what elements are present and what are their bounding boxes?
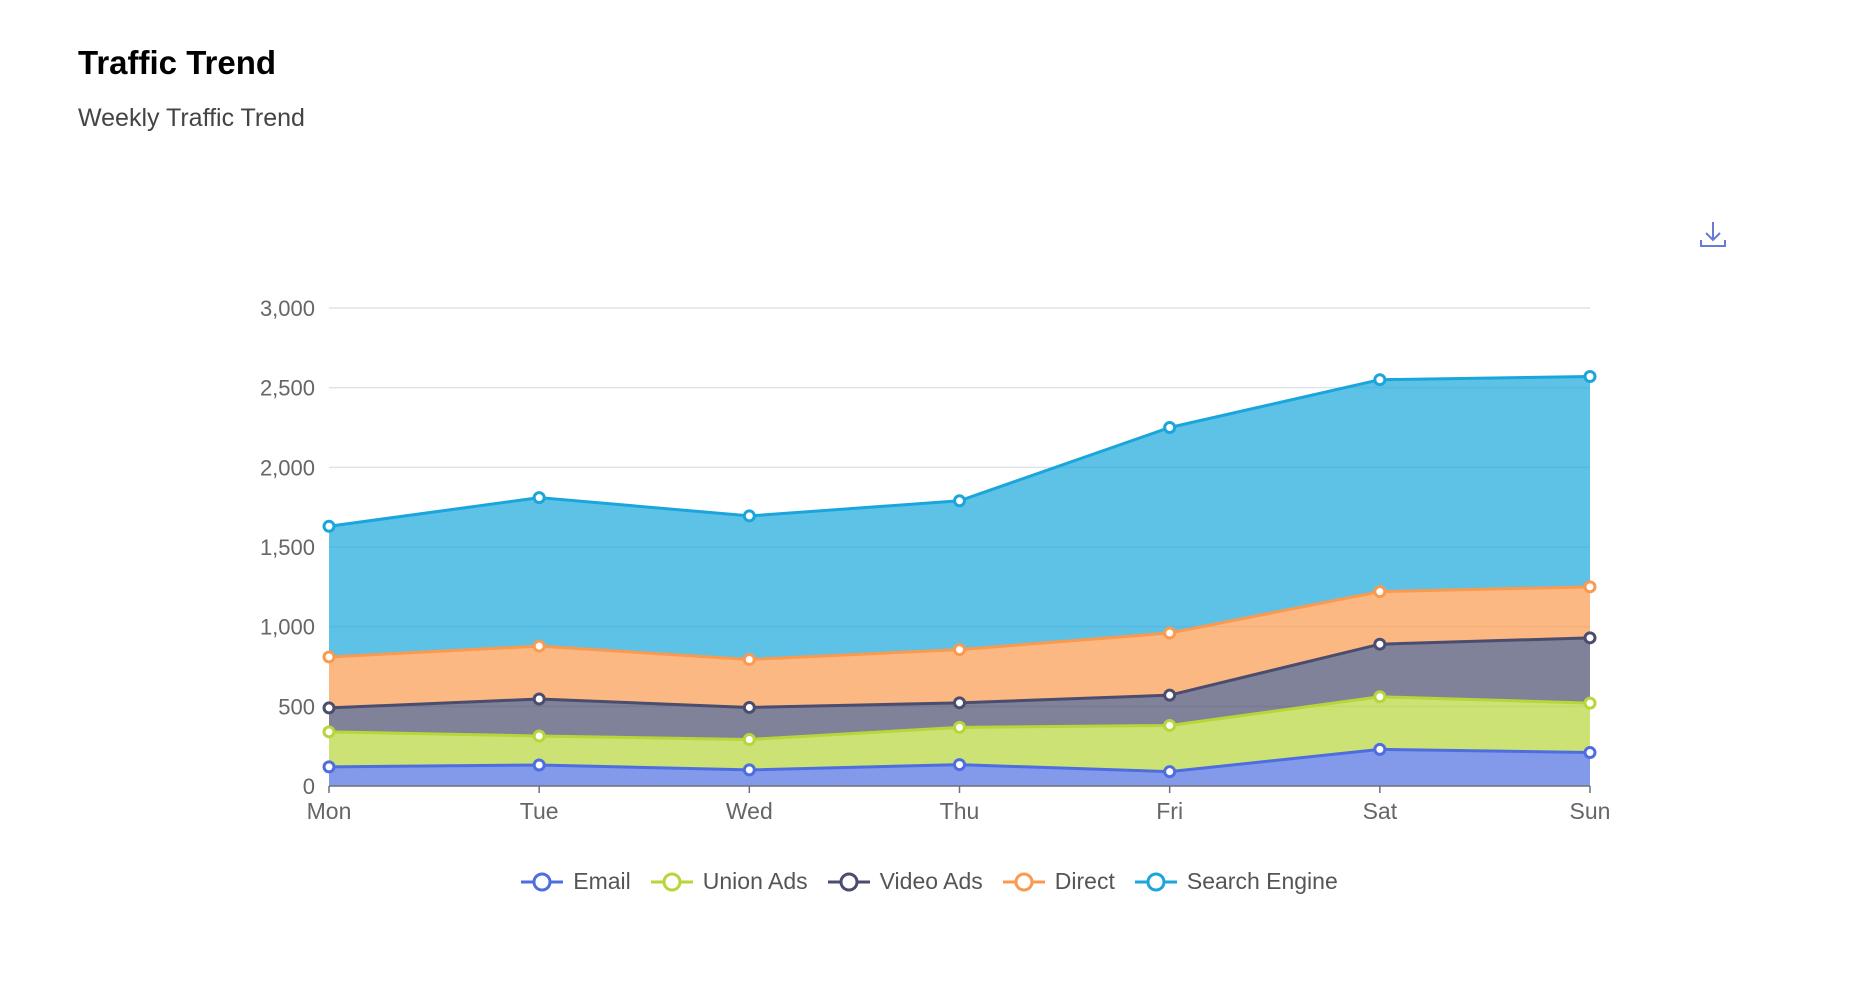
data-point[interactable] xyxy=(1373,742,1387,756)
data-point[interactable] xyxy=(953,758,966,772)
legend-item-union-ads[interactable]: Union Ads xyxy=(649,868,808,895)
area-direct xyxy=(329,586,1590,708)
area-video-ads xyxy=(329,637,1590,740)
data-point[interactable] xyxy=(1583,696,1597,710)
x-tick-label: Sat xyxy=(1363,798,1398,824)
data-point[interactable] xyxy=(1373,690,1387,704)
y-tick-label: 3,000 xyxy=(260,296,315,321)
data-point[interactable] xyxy=(742,652,756,666)
data-point[interactable] xyxy=(1163,718,1177,732)
chart-title: Traffic Trend xyxy=(78,44,277,81)
data-point[interactable] xyxy=(322,760,336,774)
x-tick-label: Mon xyxy=(307,798,352,824)
data-point[interactable] xyxy=(742,763,756,777)
data-point[interactable] xyxy=(1163,421,1177,434)
area-union-ads xyxy=(329,696,1590,772)
data-point[interactable] xyxy=(532,758,546,772)
data-point[interactable] xyxy=(953,494,966,508)
data-point[interactable] xyxy=(322,650,336,664)
data-point[interactable] xyxy=(953,696,966,710)
legend-item-direct[interactable]: Direct xyxy=(1001,868,1115,895)
data-point[interactable] xyxy=(532,491,546,505)
data-point[interactable] xyxy=(532,729,546,743)
area-search-engine xyxy=(329,376,1590,660)
legend-label: Search Engine xyxy=(1186,868,1338,894)
data-point[interactable] xyxy=(1163,765,1177,779)
legend-marker-icon xyxy=(827,872,870,891)
data-point[interactable] xyxy=(1163,688,1177,702)
chart-subtitle: Weekly Traffic Trend xyxy=(78,104,305,132)
legend-marker-icon xyxy=(1002,872,1045,891)
y-tick-label: 2,500 xyxy=(260,376,315,401)
x-tick-label: Tue xyxy=(520,798,559,824)
y-tick-label: 1,500 xyxy=(260,535,315,560)
data-point[interactable] xyxy=(1583,746,1597,760)
data-point[interactable] xyxy=(953,643,966,657)
data-point[interactable] xyxy=(1163,626,1177,640)
legend-marker-icon xyxy=(650,872,693,891)
x-tick-label: Fri xyxy=(1156,798,1183,824)
y-tick-label: 2,000 xyxy=(260,455,315,480)
data-point[interactable] xyxy=(742,509,756,523)
legend-item-search-engine[interactable]: Search Engine xyxy=(1133,868,1338,895)
data-point[interactable] xyxy=(1373,637,1387,651)
data-point[interactable] xyxy=(322,725,336,739)
legend-label: Email xyxy=(573,868,631,894)
data-point[interactable] xyxy=(1583,631,1597,645)
data-point[interactable] xyxy=(1583,370,1597,384)
legend-marker-icon xyxy=(521,872,564,891)
x-tick-label: Wed xyxy=(726,798,773,824)
y-tick-label: 0 xyxy=(303,774,315,799)
data-point[interactable] xyxy=(1373,373,1387,387)
x-tick-label: Sun xyxy=(1570,798,1611,824)
legend-label: Video Ads xyxy=(879,868,983,894)
data-point[interactable] xyxy=(1583,580,1597,594)
data-point[interactable] xyxy=(532,692,546,706)
legend-item-video-ads[interactable]: Video Ads xyxy=(826,868,983,895)
legend-label: Direct xyxy=(1054,868,1115,894)
y-tick-label: 500 xyxy=(278,694,315,719)
data-point[interactable] xyxy=(742,700,756,714)
x-tick-label: Thu xyxy=(940,798,980,824)
legend-marker-icon xyxy=(1134,872,1177,891)
data-point[interactable] xyxy=(1373,585,1387,599)
data-point[interactable] xyxy=(532,639,546,653)
download-icon[interactable] xyxy=(1697,218,1729,250)
data-point[interactable] xyxy=(953,720,966,734)
legend: Email Union Ads Video Ads Direct Search Engi… xyxy=(0,868,1857,895)
y-tick-label: 1,000 xyxy=(260,615,315,640)
data-point[interactable] xyxy=(742,732,756,746)
data-point[interactable] xyxy=(322,519,336,533)
data-point[interactable] xyxy=(322,701,336,715)
legend-item-email[interactable]: Email xyxy=(519,868,631,895)
legend-label: Union Ads xyxy=(702,868,808,894)
